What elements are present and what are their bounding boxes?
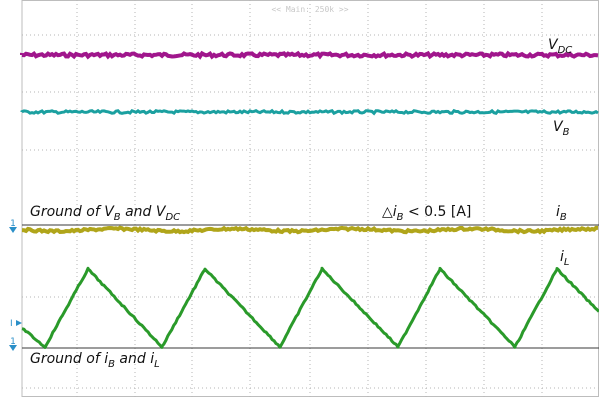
trace-vb [20, 108, 599, 116]
label-vdc: VDC [548, 37, 572, 56]
svg-text:1: 1 [10, 337, 16, 347]
label-ground-top: Ground of VB and VDC [30, 204, 180, 223]
svg-text:1: 1 [10, 219, 16, 229]
trace-ib [21, 225, 599, 235]
label-ground-bottom: Ground of iB and iL [30, 351, 160, 370]
label-il: iL [560, 249, 569, 268]
marker-ground-ch1: 1 [9, 219, 17, 233]
trace-il [21, 266, 599, 349]
marker-ground-ch2: 1 [9, 337, 17, 351]
marker-current: I [10, 319, 22, 329]
label-vb: VB [553, 119, 570, 138]
svg-text:I: I [10, 319, 13, 329]
trace-vdc [20, 50, 599, 60]
traces [20, 50, 599, 349]
label-delta-ib: △iB < 0.5 [A] [382, 204, 471, 223]
label-ib: iB [556, 204, 567, 223]
header-text: << Main: 250k >> [271, 5, 348, 14]
